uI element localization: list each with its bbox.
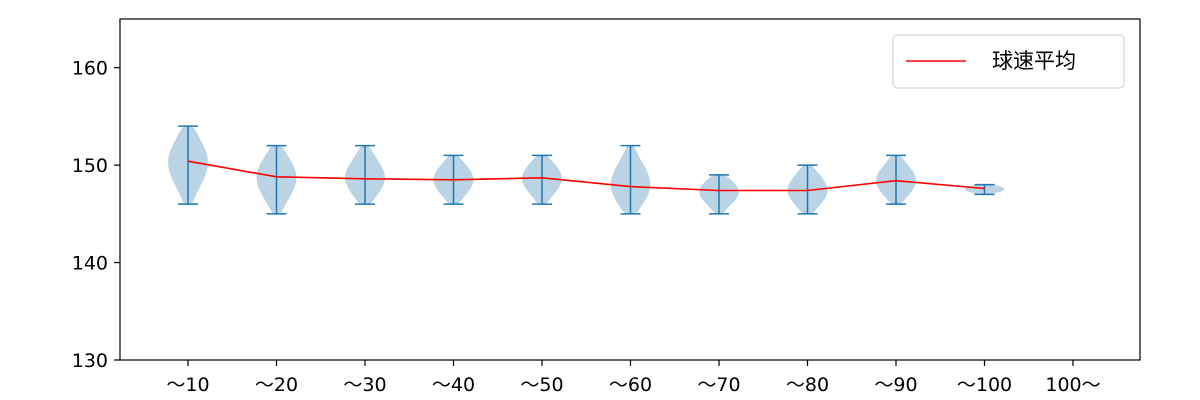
legend-label-mean-speed: 球速平均	[992, 49, 1076, 73]
x-tick-label: ～50	[520, 374, 563, 396]
x-tick-label: ～20	[255, 374, 298, 396]
violin-bodies	[168, 125, 1005, 215]
x-tick-label: ～40	[432, 374, 475, 396]
y-tick-label: 160	[72, 58, 108, 80]
x-axis: ～10 ～20 ～30 ～40 ～50 ～60 ～70 ～80 ～90 ～100 100～	[166, 360, 1101, 396]
x-tick-label: ～100	[957, 374, 1012, 396]
x-tick-label: ～80	[786, 374, 829, 396]
legend-box	[892, 34, 1125, 89]
legend: 球速平均	[892, 34, 1125, 89]
mean-line-group	[187, 160, 985, 192]
y-tick-label: 150	[72, 155, 108, 177]
y-tick-label: 130	[72, 350, 108, 372]
x-tick-label: ～30	[343, 374, 386, 396]
y-axis: 130 140 150 160	[72, 58, 120, 372]
x-tick-label: ～90	[874, 374, 917, 396]
x-tick-label: ～10	[166, 374, 209, 396]
x-tick-label: ～60	[609, 374, 652, 396]
x-tick-label: ～70	[697, 374, 740, 396]
x-tick-label: 100～	[1045, 374, 1100, 396]
y-tick-label: 140	[72, 253, 108, 275]
series-line-mean-speed	[187, 160, 985, 192]
